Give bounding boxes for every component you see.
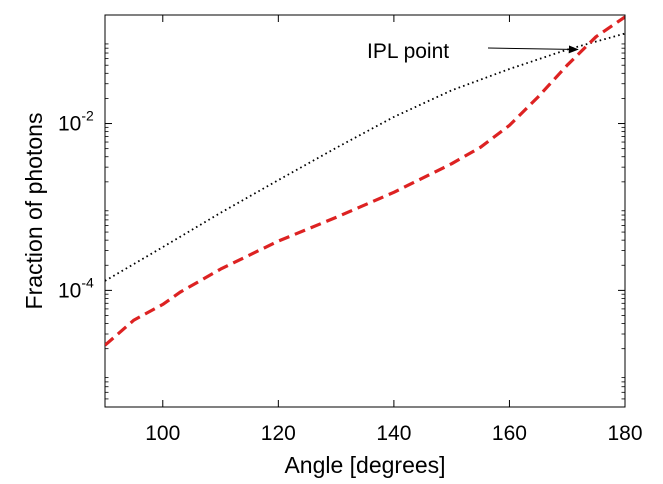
x-tick-label: 140 <box>376 422 411 445</box>
x-axis-label: Angle [degrees] <box>284 452 445 478</box>
series-line-2 <box>105 15 625 347</box>
annotation-layer: IPL point <box>367 40 579 63</box>
y-tick-label: 10-2 <box>58 108 94 136</box>
series-layer <box>105 15 625 347</box>
tick-layer: 100 120 140 160 180 10-4 10-2 <box>58 14 643 445</box>
x-tick-label: 100 <box>145 422 180 445</box>
x-tick-label: 160 <box>492 422 527 445</box>
plot-area <box>104 14 626 408</box>
y-axis-label: Fraction of photons <box>21 113 47 310</box>
x-tick-label: 180 <box>607 422 642 445</box>
annotation-arrow <box>487 45 579 54</box>
annotation-label: IPL point <box>367 40 449 63</box>
y-tick-label: 10-4 <box>58 274 94 302</box>
x-tick-label: 120 <box>261 422 296 445</box>
